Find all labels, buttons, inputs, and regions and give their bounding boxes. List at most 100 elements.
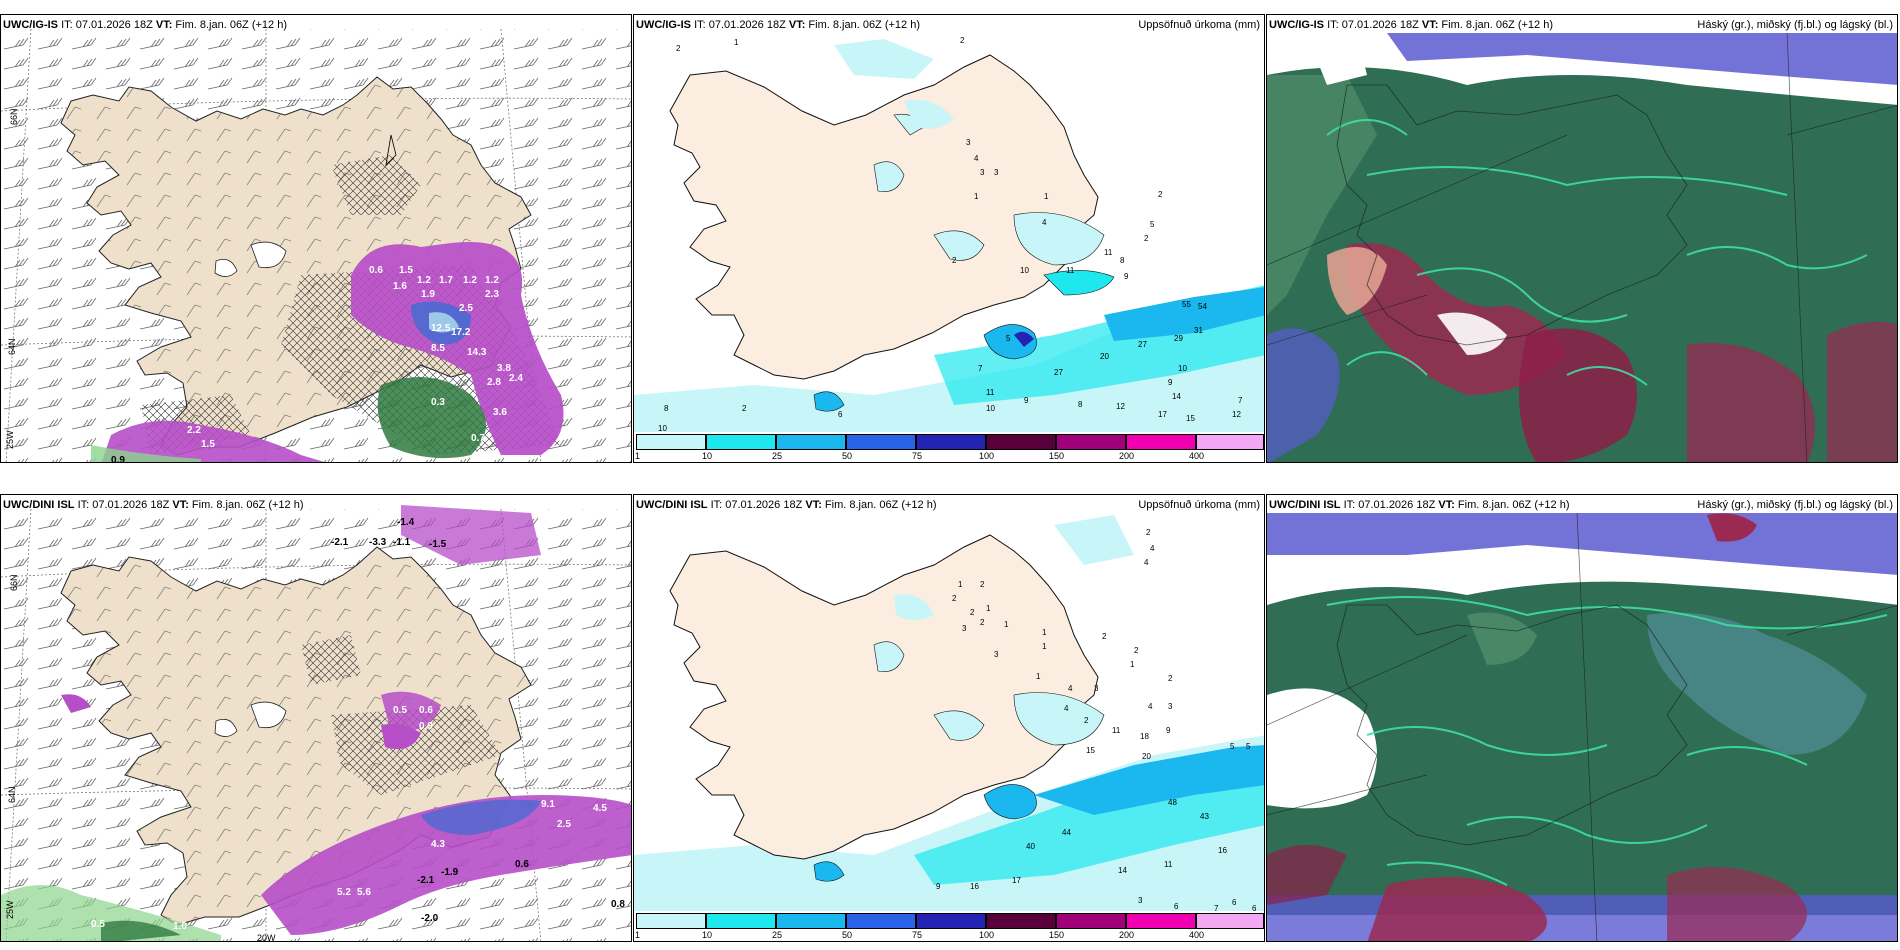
legend-tick: 75 (912, 930, 923, 940)
precip-label: 4.3 (431, 839, 445, 850)
legend-box (636, 434, 706, 450)
accum-label: 4 (1150, 544, 1155, 553)
precip-label: 0.9 (111, 455, 125, 463)
accum-label: 11 (986, 388, 995, 397)
accum-label: 27 (1054, 368, 1063, 377)
accum-label: 48 (1168, 798, 1177, 807)
valid-time: Fim. 8.jan. 06Z (175, 19, 249, 31)
panel-title: UWC/IG-IS IT: 07.01.2026 18Z VT: Fim. 8.… (636, 19, 920, 31)
accum-label: 3 (966, 138, 971, 147)
lead-time: (+12 h) (901, 499, 937, 511)
panel-title: UWC/DINI ISL IT: 07.01.2026 18Z VT: Fim.… (1269, 499, 1570, 511)
legend-tick: 400 (1189, 930, 1205, 940)
accum-label: 12 (1232, 410, 1241, 419)
accum-label: 10 (658, 424, 667, 433)
accum-label: 8 (1120, 256, 1125, 265)
precip-label: 5.6 (357, 887, 371, 898)
accum-label: 1 (1004, 620, 1009, 629)
accum-label: 1 (958, 580, 963, 589)
accum-label: 9 (1166, 726, 1171, 735)
precip-label: -1.9 (441, 867, 459, 878)
vt-label: VT: (805, 499, 822, 511)
legend-box (706, 913, 776, 929)
accum-label: 1 (986, 604, 991, 613)
accum-label: 29 (1174, 334, 1183, 343)
init-time: IT: 07.01.2026 18Z (710, 499, 803, 511)
accum-label: 20 (1142, 752, 1151, 761)
lead-time: (+12 h) (1517, 19, 1554, 31)
precip-label: 1.5 (399, 265, 413, 276)
accum-label: 3 (1168, 702, 1173, 711)
precip-label: 14.3 (467, 347, 487, 358)
precip-label: 0.5 (393, 705, 407, 716)
accum-label: 9 (1168, 378, 1173, 387)
accum-label: 2 (952, 256, 957, 265)
accum-label: 43 (1200, 812, 1209, 821)
lead-time: (+12 h) (251, 19, 288, 31)
accum-label: 55 (1182, 300, 1191, 309)
lon-label-25: 25W (5, 900, 15, 919)
precip-label: 2.5 (557, 819, 571, 830)
panel-title: UWC/IG-IS IT: 07.01.2026 18Z VT: Fim. 8.… (1269, 19, 1553, 31)
accum-label: 16 (970, 882, 979, 891)
panel-field-title: Háský (gr.), miðský (fj.bl.) og lágský (… (1697, 19, 1893, 31)
accum-label: 4 (1042, 218, 1047, 227)
precip-label: 2.3 (485, 289, 499, 300)
accum-label: 15 (1186, 414, 1195, 423)
legend-box (1126, 913, 1196, 929)
accum-label: 11 (1112, 726, 1121, 735)
accum-label: 11 (1104, 248, 1113, 257)
precip-label: -1.1 (393, 537, 411, 548)
legend-tick: 100 (979, 930, 995, 940)
model-name: UWC/IG-IS (3, 19, 58, 31)
panel-uwc-ig-is-wind-precip: UWC/IG-IS IT: 07.01.2026 18Z VT: Fim. 8.… (0, 14, 632, 463)
lon-label-20: 20W (257, 933, 276, 942)
lat-label-66: 66N (9, 108, 19, 125)
accum-label: 2 (980, 580, 985, 589)
panel-field-title: Háský (gr.), miðský (fj.bl.) og lágský (… (1697, 499, 1893, 511)
accum-label: 3 (1138, 896, 1143, 905)
legend-tick: 50 (842, 451, 853, 461)
accum-label: 2 (1102, 632, 1107, 641)
precip-label: 1.2 (463, 275, 477, 286)
cloud-map-bottom (1267, 512, 1897, 941)
accum-label: 1 (1042, 628, 1047, 637)
precip-label: 2.8 (487, 377, 501, 388)
accum-precip-map-bottom: 2 4 4 1 2 2 2 3 1 1 2 1 1 3 1 4 3 2 2 1 … (634, 515, 1264, 913)
accum-label: 15 (1086, 746, 1095, 755)
accum-label: 5 (1006, 334, 1011, 343)
legend-tick: 25 (772, 930, 783, 940)
accum-label: 3 (1094, 684, 1099, 693)
accum-label: 54 (1198, 302, 1207, 311)
accum-label: 7 (1214, 904, 1219, 913)
accum-label: 20 (1100, 352, 1109, 361)
legend-tick: 400 (1189, 451, 1205, 461)
lat-label-64: 64N (7, 338, 17, 355)
wind-precip-map-bottom: -1.4 -2.1 -3.3 -1.1 -1.5 0.5 0.6 0.9 9.1… (1, 505, 631, 942)
accum-label: 18 (1140, 732, 1149, 741)
legend-box (776, 434, 846, 450)
legend-box (846, 913, 916, 929)
legend-box (706, 434, 776, 450)
precip-label: 4.5 (593, 803, 607, 814)
precip-label: 1.0 (173, 921, 187, 932)
accum-label: 8 (664, 404, 669, 413)
legend-box (986, 913, 1056, 929)
valid-time: Fim. 8.jan. 06Z (1441, 19, 1515, 31)
legend-box (776, 913, 846, 929)
accum-label: 1 (1044, 192, 1049, 201)
panel-title: UWC/DINI ISL IT: 07.01.2026 18Z VT: Fim.… (3, 499, 304, 511)
accum-label: 2 (960, 36, 965, 45)
precip-label: 0.6 (419, 705, 433, 716)
accum-label: 6 (1232, 898, 1237, 907)
accum-label: 2 (1146, 528, 1151, 537)
accum-label: 17 (1012, 876, 1021, 885)
accum-label: 3 (994, 168, 999, 177)
accum-precip-map-top: 2 1 2 3 4 3 3 1 1 4 2 10 11 11 9 8 5 2 2… (634, 36, 1264, 434)
accum-label: 17 (1158, 410, 1167, 419)
accum-label: 6 (838, 410, 843, 419)
vt-label: VT: (1421, 19, 1439, 31)
model-name: UWC/DINI ISL (1269, 499, 1341, 511)
precip-label: 12.5 (431, 323, 451, 334)
panel-field-title: Uppsöfnuð úrkoma (mm) (1138, 19, 1260, 31)
